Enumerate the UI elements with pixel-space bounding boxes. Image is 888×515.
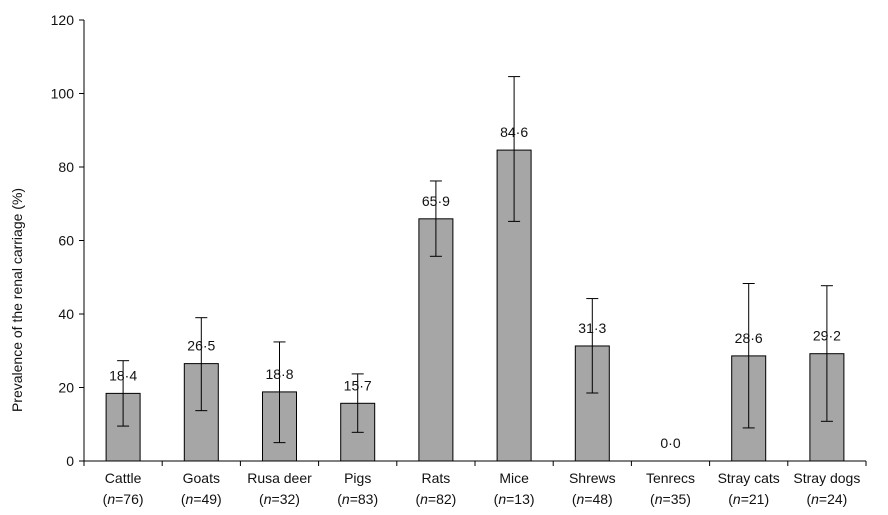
y-tick-label: 0 (66, 453, 74, 469)
value-label: 26·5 (187, 338, 215, 354)
sample-size-label: (n=82) (415, 491, 456, 507)
y-axis: 0 20 40 60 80 100 120 (51, 12, 85, 469)
y-tick-label: 20 (58, 380, 74, 396)
sample-size-label: (n=35) (650, 491, 691, 507)
value-label: 15·7 (344, 377, 372, 393)
y-tick-label: 60 (58, 233, 74, 249)
y-tick-label: 100 (51, 86, 75, 102)
category-label: Shrews (569, 470, 616, 486)
value-label: 65·9 (422, 193, 450, 209)
category-label: Stray cats (718, 470, 780, 486)
value-label: 28·6 (735, 330, 763, 346)
sample-size-label: (n=48) (572, 491, 613, 507)
category-label: Pigs (344, 470, 371, 486)
value-label: 29·2 (813, 328, 841, 344)
category-label: Stray dogs (793, 470, 860, 486)
y-tick-label: 80 (58, 159, 74, 175)
value-label: 31·3 (578, 320, 606, 336)
category-label: Tenrecs (646, 470, 695, 486)
category-labels: Cattle (n=76) Goats (n=49) Rusa deer (n=32) Pi… (103, 470, 861, 507)
value-label: 0·0 (660, 435, 680, 451)
sample-size-label: (n=83) (337, 491, 378, 507)
bar (418, 218, 454, 462)
sample-size-label: (n=24) (806, 491, 847, 507)
sample-size-label: (n=32) (259, 491, 300, 507)
y-tick-label: 120 (51, 12, 75, 28)
category-label: Goats (183, 470, 220, 486)
x-axis (83, 460, 867, 466)
sample-size-label: (n=13) (494, 491, 535, 507)
category-label: Rats (422, 470, 451, 486)
y-axis-title: Prevalence of the renal carriage (%) (9, 188, 25, 412)
error-bars (117, 76, 833, 444)
value-label: 18·4 (109, 367, 137, 383)
bars (105, 149, 845, 462)
sample-size-label: (n=21) (728, 491, 769, 507)
sample-size-label: (n=49) (181, 491, 222, 507)
y-tick-label: 40 (58, 306, 74, 322)
category-label: Cattle (105, 470, 142, 486)
sample-size-label: (n=76) (103, 491, 144, 507)
category-label: Mice (499, 470, 529, 486)
category-label: Rusa deer (247, 470, 312, 486)
value-label: 18·8 (265, 366, 293, 382)
value-labels: 18·4 26·5 18·8 15·7 65·9 84·6 31·3 0·0 28·6 29·2 (109, 124, 841, 451)
value-label: 84·6 (500, 124, 528, 140)
